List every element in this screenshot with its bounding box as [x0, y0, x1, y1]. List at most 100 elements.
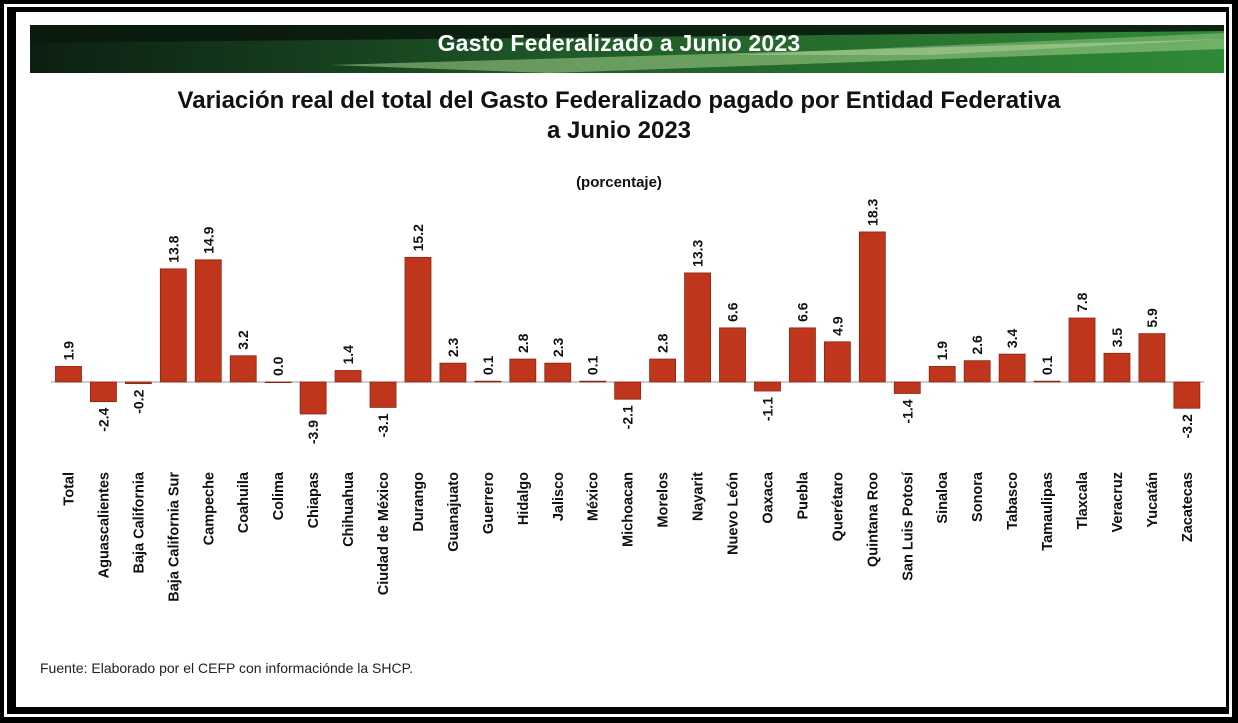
chart-subtitle: (porcentaje) [576, 174, 662, 191]
category-label: Tamaulipas [1040, 472, 1056, 551]
header-banner [30, 25, 1224, 73]
data-label: 2.8 [655, 333, 671, 353]
source-note: Fuente: Elaborado por el CEFP con inform… [40, 660, 414, 676]
data-label: 1.4 [340, 345, 356, 365]
bar [194, 259, 222, 383]
bar [858, 231, 886, 383]
data-label: 13.8 [165, 235, 181, 262]
category-label: Chiapas [306, 472, 322, 528]
category-label: Baja California Sur [166, 472, 182, 602]
category-label: Quintana Roo [865, 472, 881, 567]
bar [823, 341, 851, 383]
category-label: Guerrero [481, 472, 497, 534]
bar [264, 381, 292, 384]
category-label: Aguascalientes [96, 472, 112, 578]
data-label: 3.2 [235, 330, 251, 350]
data-label: 2.6 [969, 335, 985, 355]
data-label: 2.3 [445, 337, 461, 357]
category-label: Jalisco [551, 472, 567, 521]
bar [229, 355, 257, 383]
data-label: 3.5 [1109, 328, 1125, 348]
category-label: Morelos [656, 472, 672, 528]
bar [963, 360, 991, 383]
bar [719, 327, 746, 383]
data-label: -0.2 [130, 389, 146, 413]
category-label: Colima [271, 471, 287, 520]
category-label: México [586, 472, 602, 521]
data-label: 1.9 [60, 341, 76, 361]
category-label: Baja California [131, 471, 147, 573]
category-label: Oaxaca [760, 471, 776, 524]
data-label: 3.4 [1004, 328, 1020, 348]
category-label: Tlaxcala [1075, 471, 1091, 529]
category-label: Querétaro [830, 472, 846, 541]
bar [1103, 352, 1131, 383]
category-label: Veracruz [1110, 472, 1126, 532]
data-label: -3.9 [305, 420, 321, 444]
category-label: Sinaloa [935, 471, 951, 524]
category-label: Yucatán [1145, 472, 1161, 528]
bar [90, 381, 117, 403]
chart-title: Variación real del total del Gasto Feder… [0, 86, 1238, 146]
category-label: Guanajuato [446, 472, 462, 552]
category-label: Nuevo León [726, 472, 742, 555]
chart-title-line-1: Variación real del total del Gasto Feder… [177, 87, 1061, 114]
data-label: -3.2 [1179, 414, 1195, 438]
bar [509, 358, 537, 383]
data-label: 14.9 [200, 226, 216, 253]
bar [124, 381, 152, 385]
bar [474, 380, 502, 383]
category-label: Tabasco [1005, 472, 1021, 530]
category-label: Nayarit [691, 472, 707, 521]
data-label: 5.9 [1144, 308, 1160, 328]
data-label: -2.4 [95, 407, 111, 431]
data-label: 6.6 [794, 302, 810, 322]
category-label: San Luis Potosí [900, 471, 916, 581]
data-label: 18.3 [864, 198, 880, 225]
bar [1173, 381, 1201, 409]
data-label: -2.1 [620, 405, 636, 429]
category-label: Chihuahua [341, 471, 357, 547]
category-label: Puebla [795, 471, 811, 519]
category-label: Coahuila [236, 471, 252, 533]
bar [334, 370, 362, 383]
bar [299, 381, 327, 415]
data-label: -3.1 [375, 413, 391, 437]
bar [754, 381, 781, 392]
chart-title-line-2: a Junio 2023 [546, 117, 692, 144]
data-label: 15.2 [410, 224, 426, 251]
bar [684, 272, 711, 383]
data-label: -1.4 [899, 399, 915, 423]
category-label: Durango [411, 472, 427, 532]
category-label: Total [61, 472, 77, 506]
bar [649, 358, 677, 383]
bar [789, 327, 816, 383]
data-label: 0.1 [585, 356, 601, 376]
bar [1033, 380, 1061, 383]
data-label: 7.8 [1074, 292, 1090, 312]
bar [159, 268, 187, 383]
data-label: 2.3 [550, 337, 566, 357]
bar [614, 381, 642, 400]
data-label: 4.9 [829, 316, 845, 336]
bar [404, 256, 432, 383]
bar [439, 362, 467, 383]
category-label: Sonora [970, 471, 986, 522]
data-label: 0.0 [270, 356, 286, 376]
bar [544, 362, 572, 383]
category-label: Michoacan [621, 472, 637, 547]
bar [893, 381, 921, 394]
category-label: Campeche [201, 472, 217, 545]
bar [55, 366, 82, 383]
data-label: 13.3 [690, 239, 706, 266]
category-label: Hidalgo [516, 472, 532, 525]
data-label: -1.1 [759, 397, 775, 421]
data-label: 6.6 [725, 302, 741, 322]
bar [1138, 333, 1166, 383]
bar [1068, 317, 1096, 383]
data-label: 0.1 [480, 356, 496, 376]
bar [369, 381, 397, 408]
data-label: 1.9 [934, 341, 950, 361]
banner-title: Gasto Federalizado a Junio 2023 [437, 30, 801, 56]
